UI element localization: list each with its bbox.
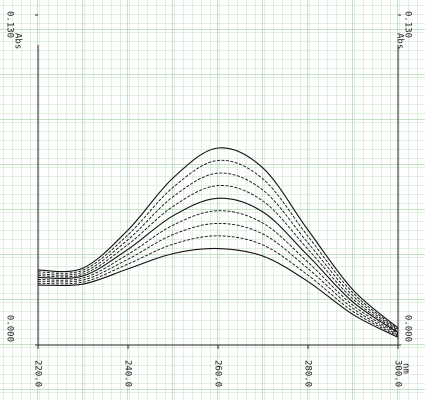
x-tick-label: 260.0 [213, 360, 223, 387]
x-tick-label: 240.0 [123, 360, 133, 387]
x-tick-label: 280.0 [303, 360, 313, 387]
spectrum-line [37, 235, 399, 337]
spectrum-line [37, 197, 399, 334]
y-axis-label: Abs [13, 33, 23, 49]
spectrum-line [37, 210, 399, 335]
y2-tick-label: 0.000 [403, 315, 413, 342]
spectrum-line [37, 185, 399, 332]
x-axis-label: nm [401, 363, 411, 374]
spectrum-line [37, 247, 399, 338]
x-tick-label: 220.0 [33, 360, 43, 387]
y-tick-label: 0.130 [5, 11, 15, 38]
y2-tick-label: 0.130 [403, 11, 413, 38]
x-tick-label: 300.0 [393, 360, 403, 387]
y2-axis-label: Abs [395, 33, 405, 49]
spectrum-line [37, 172, 399, 331]
spectrum-line [37, 159, 399, 330]
spectrum-line [37, 222, 399, 336]
y-tick-label: 0.000 [5, 315, 15, 342]
spectrum-line [37, 147, 399, 329]
